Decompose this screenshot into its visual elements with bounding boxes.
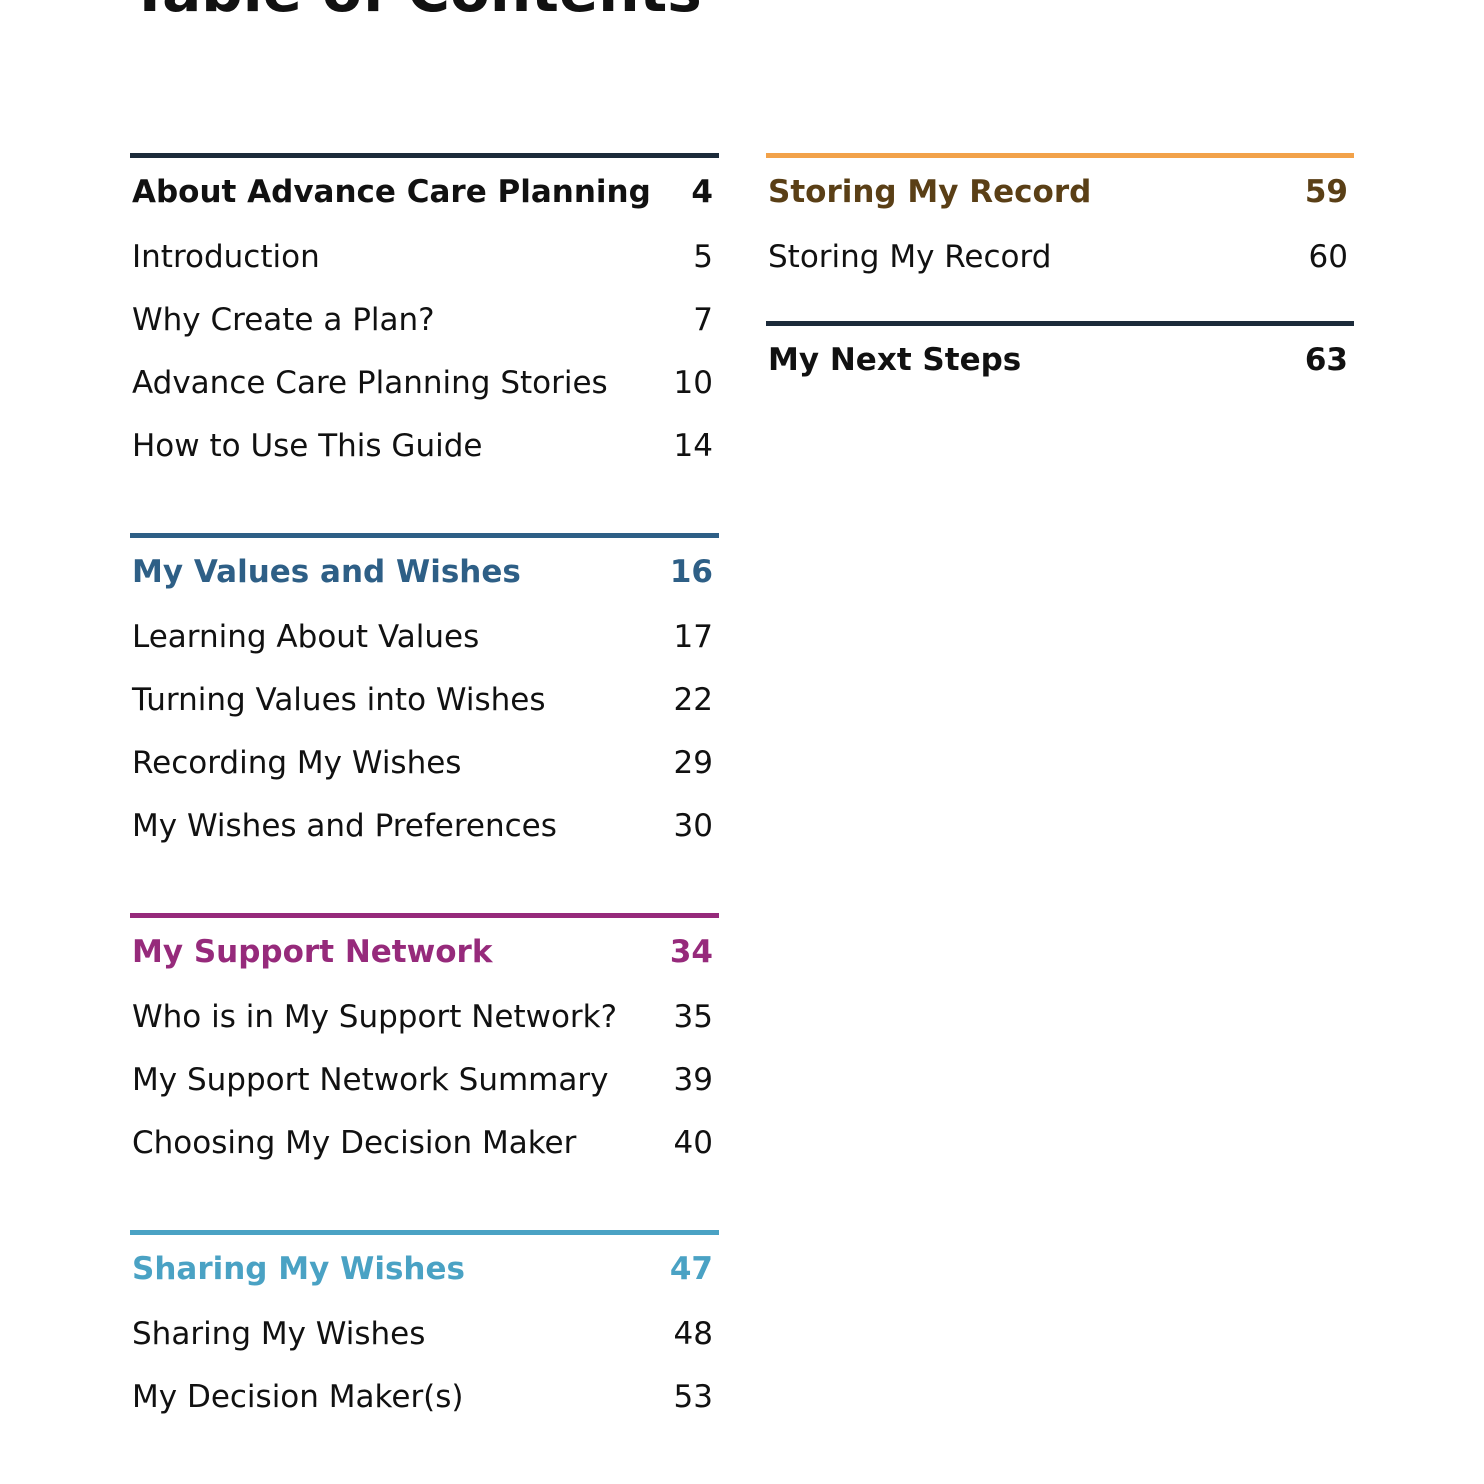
toc-entry[interactable]: Choosing My Decision Maker 40 [130,1111,719,1174]
toc-entry[interactable]: Recording My Wishes 29 [130,731,719,794]
entry-page-number: 7 [693,301,713,338]
section-title: My Support Network [132,933,493,970]
section-support: My Support Network 34 Who is in My Suppo… [130,913,719,1174]
entry-label: Who is in My Support Network? [132,998,618,1035]
section-title: My Next Steps [768,341,1022,378]
entry-label: My Support Network Summary [132,1061,609,1098]
toc-entry[interactable]: Learning About Values 17 [130,605,719,668]
entry-page-number: 48 [673,1315,713,1352]
toc-entry[interactable]: Introduction 5 [130,225,719,288]
section-title: About Advance Care Planning [132,173,651,210]
toc-entry[interactable]: Who is in My Support Network? 35 [130,985,719,1048]
entry-page-number: 40 [673,1124,713,1161]
toc-column-right: Storing My Record 59 Storing My Record 6… [766,153,1354,426]
toc-entry[interactable]: Storing My Record 60 [766,225,1354,288]
section-page-number: 47 [669,1250,713,1287]
toc-entry[interactable]: My Decision Maker(s) 53 [130,1365,719,1428]
section-next: My Next Steps 63 [766,321,1354,393]
entry-label: Sharing My Wishes [132,1315,426,1352]
entry-label: Introduction [132,238,320,275]
entry-label: My Wishes and Preferences [132,807,557,844]
section-heading[interactable]: About Advance Care Planning 4 [130,158,719,225]
section-values: My Values and Wishes 16 Learning About V… [130,533,719,857]
entry-label: Learning About Values [132,618,480,655]
page-title: Table of Contents [130,0,702,20]
entry-page-number: 53 [673,1378,713,1415]
section-about: About Advance Care Planning 4 Introducti… [130,153,719,477]
section-page-number: 16 [669,553,713,590]
entry-label: Why Create a Plan? [132,301,435,338]
entry-page-number: 30 [673,807,713,844]
toc-column-left: About Advance Care Planning 4 Introducti… [130,153,719,1484]
entry-label: Recording My Wishes [132,744,462,781]
entry-page-number: 22 [673,681,713,718]
entry-page-number: 35 [673,998,713,1035]
section-page-number: 63 [1304,341,1348,378]
section-title: My Values and Wishes [132,553,521,590]
toc-entry[interactable]: How to Use This Guide 14 [130,414,719,477]
entry-page-number: 60 [1308,238,1348,275]
section-sharing: Sharing My Wishes 47 Sharing My Wishes 4… [130,1230,719,1428]
section-title: Sharing My Wishes [132,1250,465,1287]
entry-label: Storing My Record [768,238,1052,275]
entry-page-number: 29 [673,744,713,781]
section-page-number: 59 [1304,173,1348,210]
toc-entry[interactable]: My Wishes and Preferences 30 [130,794,719,857]
toc-entry[interactable]: My Support Network Summary 39 [130,1048,719,1111]
toc-entry[interactable]: Turning Values into Wishes 22 [130,668,719,731]
entry-label: How to Use This Guide [132,427,483,464]
entry-label: Advance Care Planning Stories [132,364,608,401]
entry-label: Choosing My Decision Maker [132,1124,577,1161]
section-heading[interactable]: Storing My Record 59 [766,158,1354,225]
toc-entry[interactable]: Sharing My Wishes 48 [130,1302,719,1365]
section-page-number: 4 [691,173,713,210]
section-storing: Storing My Record 59 Storing My Record 6… [766,153,1354,288]
entry-page-number: 14 [673,427,713,464]
section-heading[interactable]: My Support Network 34 [130,918,719,985]
section-title: Storing My Record [768,173,1092,210]
entry-page-number: 17 [673,618,713,655]
toc-entry[interactable]: Advance Care Planning Stories 10 [130,351,719,414]
entry-page-number: 10 [673,364,713,401]
section-page-number: 34 [669,933,713,970]
section-heading[interactable]: My Next Steps 63 [766,326,1354,393]
section-heading[interactable]: Sharing My Wishes 47 [130,1235,719,1302]
section-heading[interactable]: My Values and Wishes 16 [130,538,719,605]
entry-page-number: 5 [693,238,713,275]
toc-entry[interactable]: Why Create a Plan? 7 [130,288,719,351]
entry-label: My Decision Maker(s) [132,1378,464,1415]
entry-page-number: 39 [673,1061,713,1098]
entry-label: Turning Values into Wishes [132,681,546,718]
